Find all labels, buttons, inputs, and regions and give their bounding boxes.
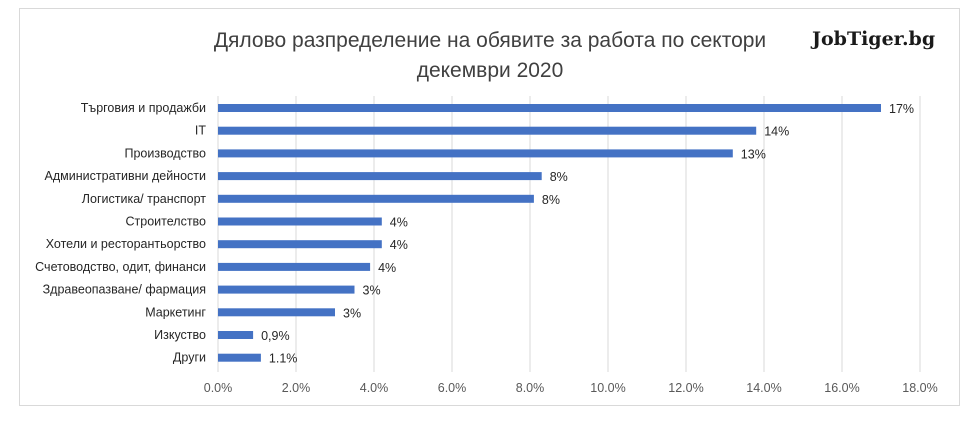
category-label: Хотели и ресторантьорство	[46, 237, 206, 251]
bar	[218, 149, 733, 158]
x-tick-label: 14.0%	[746, 381, 781, 395]
chart-subtitle: декември 2020	[416, 59, 564, 82]
x-tick-label: 10.0%	[590, 381, 625, 395]
category-label: Административни дейности	[45, 169, 206, 183]
category-label: Производство	[124, 146, 206, 160]
bar	[218, 331, 254, 339]
data-label: 8%	[542, 193, 560, 207]
category-label: Здравеопазване/ фармация	[43, 283, 206, 297]
x-tick-label: 8.0%	[516, 381, 545, 395]
x-tick-label: 2.0%	[282, 381, 311, 395]
category-label: IT	[195, 124, 206, 138]
bar	[218, 240, 382, 249]
category-label: Други	[173, 351, 206, 365]
data-label: 4%	[378, 261, 396, 275]
category-label: Търговия и продажби	[81, 101, 206, 115]
data-label: 17%	[889, 102, 914, 116]
x-tick-label: 0.0%	[204, 381, 233, 395]
brand-logo-text: JobTiger.bg	[812, 28, 936, 50]
x-tick-label: 6.0%	[438, 381, 467, 395]
chart-title-block: Дялово разпределение на обявите за работ…	[0, 26, 980, 86]
data-label: 13%	[741, 147, 766, 161]
category-label: Счетоводство, одит, финанси	[35, 260, 206, 274]
bar	[218, 126, 757, 135]
bar	[218, 104, 881, 112]
x-tick-label: 12.0%	[668, 381, 703, 395]
bar	[218, 285, 355, 294]
bar	[218, 194, 534, 203]
bar	[218, 262, 371, 271]
bar	[218, 308, 335, 317]
bar	[218, 353, 261, 362]
chart-frame	[19, 8, 960, 406]
data-label: 3%	[343, 306, 361, 320]
bar	[218, 217, 382, 226]
bar	[218, 172, 542, 181]
category-label: Строителство	[126, 215, 207, 229]
x-tick-label: 18.0%	[902, 381, 937, 395]
x-tick-label: 4.0%	[360, 381, 389, 395]
category-label: Маркетинг	[145, 305, 206, 319]
data-label: 8%	[550, 170, 568, 184]
category-label: Логистика/ транспорт	[82, 192, 206, 206]
data-label: 14%	[764, 125, 789, 139]
data-label: 3%	[363, 284, 381, 298]
chart-title: Дялово разпределение на обявите за работ…	[213, 29, 767, 52]
data-label: 4%	[390, 216, 408, 230]
data-label: 0,9%	[261, 329, 290, 343]
data-label: 1.1%	[269, 352, 298, 366]
category-label: Изкуство	[154, 328, 206, 342]
data-label: 4%	[390, 238, 408, 252]
x-tick-label: 16.0%	[824, 381, 859, 395]
